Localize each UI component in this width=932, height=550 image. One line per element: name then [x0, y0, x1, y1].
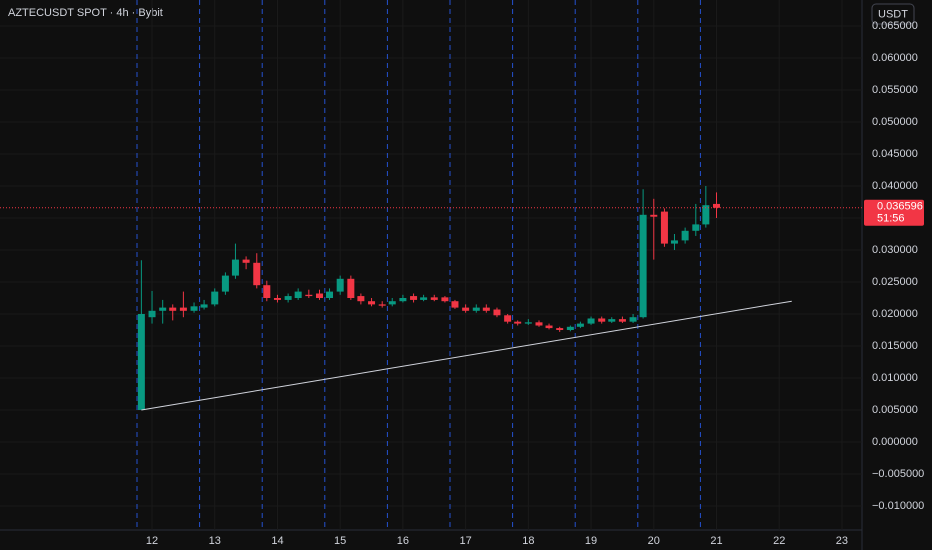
candle-body [410, 296, 418, 300]
x-tick-label: 14 [271, 535, 283, 547]
y-tick-label: 0.050000 [872, 116, 918, 128]
candle-body [200, 304, 208, 308]
candle-body [159, 307, 167, 311]
y-tick-label: 0.045000 [872, 148, 918, 160]
candle-body [357, 296, 365, 302]
candle-body [462, 307, 470, 311]
y-tick-label: −0.010000 [872, 500, 924, 512]
candle-body [253, 262, 261, 286]
candle-body [242, 259, 250, 263]
candle-body [681, 230, 689, 241]
candle-body [670, 240, 678, 244]
candle-body [618, 319, 626, 322]
candle-body [472, 307, 480, 311]
candle-body [263, 285, 271, 298]
candle-body [514, 321, 522, 324]
candle-body [660, 211, 668, 244]
last-price-tag [864, 199, 924, 226]
y-tick-label: 0.055000 [872, 84, 918, 96]
candle-body [608, 319, 616, 322]
candle-body [712, 203, 720, 208]
countdown: 51:56 [877, 213, 905, 225]
candle-body [504, 315, 512, 322]
candle-body [231, 259, 239, 276]
candle-body [399, 298, 407, 302]
x-tick-label: 18 [522, 535, 534, 547]
candle-body [221, 275, 229, 292]
candle-body [368, 301, 376, 305]
currency-label[interactable]: USDT [878, 8, 908, 20]
candle-body [566, 326, 574, 330]
y-tick-label: 0.010000 [872, 372, 918, 384]
candle-body [650, 214, 658, 217]
candle-body [211, 291, 219, 305]
y-tick-label: 0.000000 [872, 436, 918, 448]
x-tick-label: 19 [585, 535, 597, 547]
y-tick-label: −0.005000 [872, 468, 924, 480]
candle-body [556, 328, 564, 330]
x-tick-label: 12 [146, 535, 158, 547]
candle-body [305, 294, 313, 297]
candle-body [294, 291, 302, 298]
candle-body [388, 301, 396, 305]
candle-body [420, 297, 428, 300]
last-price-label: 0.036596 [877, 201, 923, 213]
candle-body [430, 297, 438, 300]
y-tick-label: 0.020000 [872, 308, 918, 320]
candle-body [284, 296, 292, 300]
y-tick-label: 0.030000 [872, 244, 918, 256]
y-tick-label: 0.065000 [872, 20, 918, 32]
candle-body [137, 314, 145, 410]
candle-body [639, 214, 647, 318]
candle-body [179, 307, 187, 311]
candle-body [347, 278, 355, 298]
y-tick-label: 0.040000 [872, 180, 918, 192]
candle-body [169, 307, 177, 311]
y-tick-label: 0.025000 [872, 276, 918, 288]
candle-body [576, 323, 584, 327]
candle-body [441, 297, 449, 302]
trendline [141, 300, 792, 411]
candle-body [524, 322, 532, 324]
candle-body [451, 301, 459, 308]
candle-body [629, 317, 637, 322]
x-tick-label: 22 [773, 535, 785, 547]
candle-body [336, 278, 344, 292]
candle-body [315, 293, 323, 298]
currency-button[interactable] [871, 3, 915, 25]
candle-body [190, 306, 198, 311]
candle-body [482, 307, 490, 311]
x-tick-label: 17 [459, 535, 471, 547]
candle-body [692, 224, 700, 231]
candle-body [148, 310, 156, 318]
x-tick-label: 15 [334, 535, 346, 547]
x-tick-label: 20 [648, 535, 660, 547]
candle-body [493, 309, 501, 316]
candle-body [273, 298, 281, 300]
candle-body [326, 291, 334, 298]
y-tick-label: 0.015000 [872, 340, 918, 352]
candle-body [702, 205, 710, 225]
candle-body [587, 318, 595, 324]
x-tick-label: 21 [710, 535, 722, 547]
candle-body [535, 322, 543, 326]
candle-body [545, 325, 553, 329]
y-tick-label: 0.060000 [872, 52, 918, 64]
x-tick-label: 13 [209, 535, 221, 547]
y-tick-label: 0.005000 [872, 404, 918, 416]
x-tick-label: 23 [836, 535, 848, 547]
x-tick-label: 16 [397, 535, 409, 547]
candle-body [598, 318, 606, 322]
candle-body [378, 304, 386, 306]
chart-title: AZTECUSDT SPOT · 4h · Bybit [8, 7, 163, 19]
